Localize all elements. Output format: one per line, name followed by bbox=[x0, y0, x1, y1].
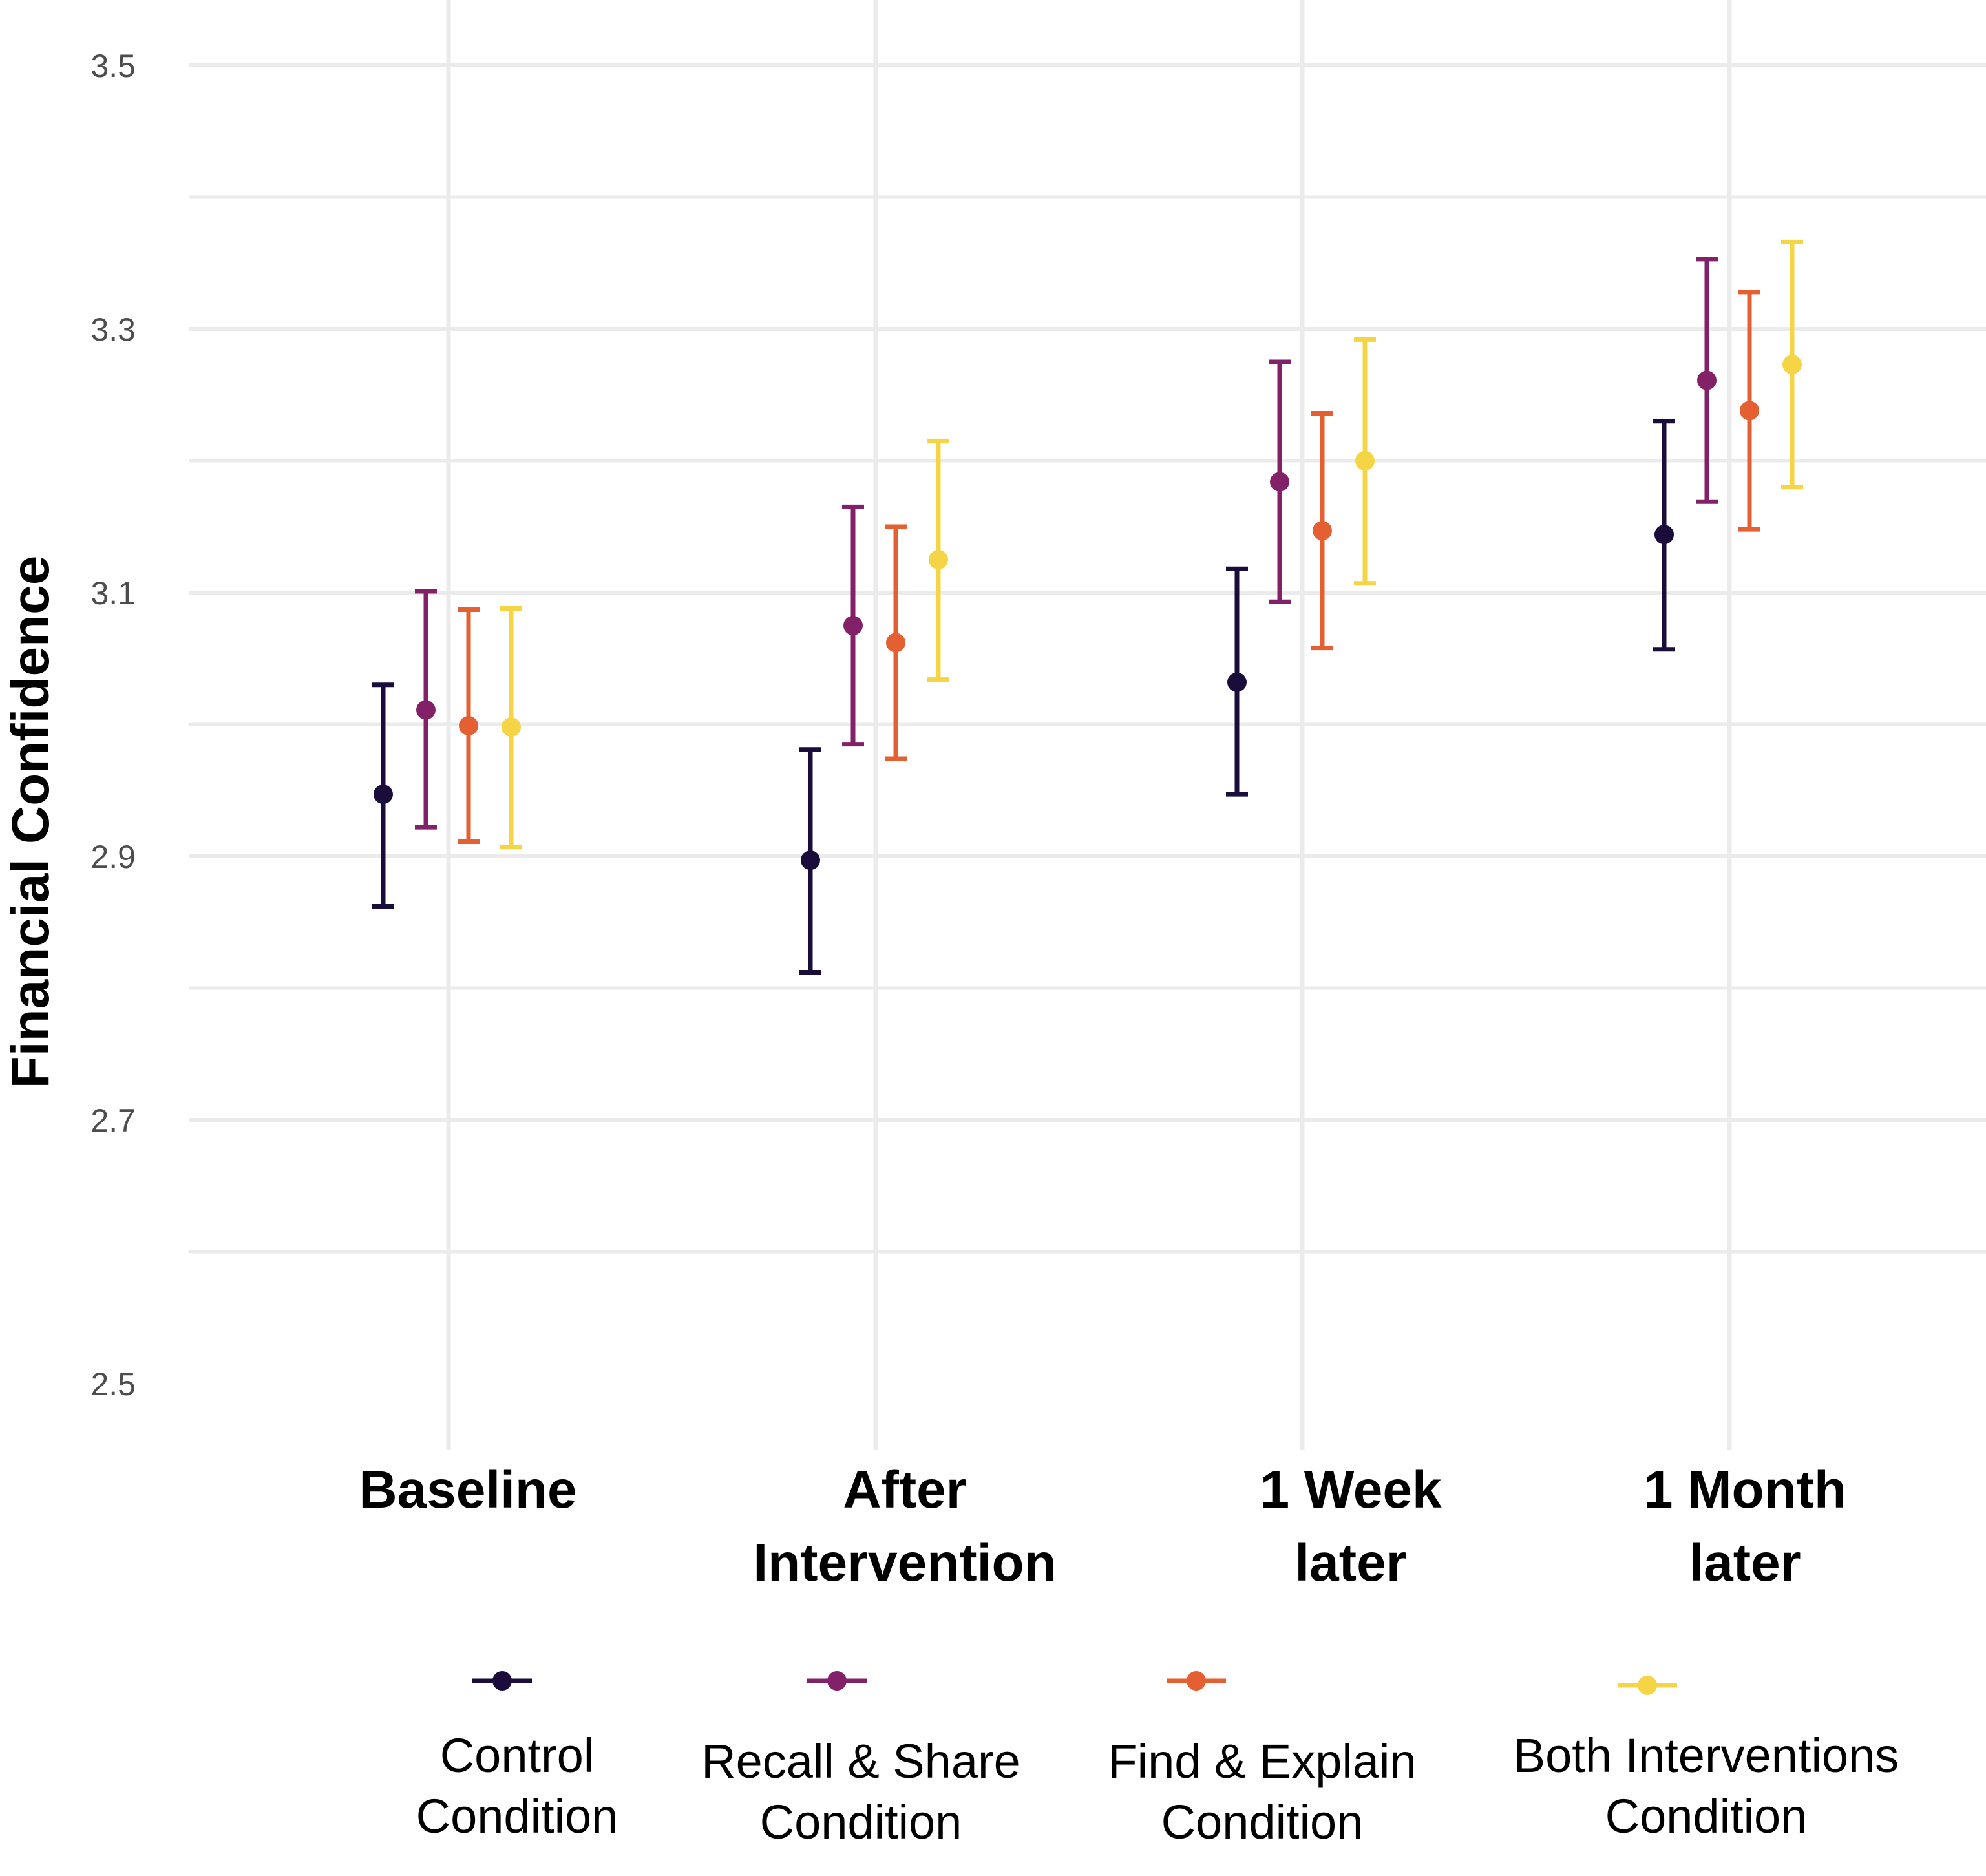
legend-item-0: Control Condition bbox=[416, 1671, 618, 1843]
legend-item-1: Recall & Share Condition bbox=[701, 1671, 1020, 1849]
data-point bbox=[1355, 451, 1375, 470]
legend-key-point bbox=[827, 1671, 847, 1691]
legend-label: Condition bbox=[1161, 1795, 1364, 1849]
legend-label: Find & Explain bbox=[1108, 1734, 1416, 1788]
y-tick-label: 3.3 bbox=[90, 311, 136, 348]
y-axis: 2.5 2.7 2.9 3.1 3.3 3.5 bbox=[90, 48, 136, 1402]
y-tick-label: 2.7 bbox=[90, 1102, 136, 1139]
legend-key-point bbox=[1187, 1671, 1206, 1691]
x-tick-label: 1 Week later bbox=[1260, 1460, 1442, 1592]
series-0 bbox=[372, 419, 1675, 975]
y-tick-label: 2.9 bbox=[90, 839, 136, 875]
legend-label: Both Interventions bbox=[1514, 1729, 1899, 1782]
data-point bbox=[1313, 521, 1332, 541]
series-3 bbox=[500, 239, 1803, 850]
series-1 bbox=[415, 257, 1718, 830]
data-point bbox=[1697, 370, 1717, 390]
data-point bbox=[886, 633, 905, 653]
legend-label: Condition bbox=[760, 1795, 962, 1849]
legend-item-2: Find & Explain Condition bbox=[1108, 1671, 1417, 1849]
legend-label: Recall & Share bbox=[701, 1734, 1020, 1788]
x-tick-label: Baseline bbox=[359, 1460, 576, 1519]
y-tick-label: 3.5 bbox=[90, 48, 136, 84]
data-point bbox=[843, 616, 863, 635]
data-point bbox=[1270, 472, 1289, 492]
grid-lines bbox=[189, 0, 1986, 1450]
data-point bbox=[1740, 401, 1759, 421]
data-point bbox=[502, 717, 521, 737]
y-tick-label: 2.5 bbox=[90, 1366, 136, 1402]
data-point bbox=[459, 716, 478, 736]
x-tick-label: After Intervention bbox=[753, 1460, 1056, 1592]
data-point bbox=[1782, 355, 1802, 375]
data-point bbox=[1227, 672, 1247, 692]
legend-item-3: Both Interventions Condition bbox=[1514, 1676, 1899, 1843]
data-point bbox=[1654, 525, 1674, 545]
y-tick-label: 3.1 bbox=[90, 575, 136, 611]
data-point bbox=[374, 785, 393, 805]
data-point bbox=[416, 700, 436, 720]
legend-key-point bbox=[1638, 1676, 1657, 1695]
legend-label: Control bbox=[440, 1729, 595, 1782]
x-tick-label: 1 Month later bbox=[1643, 1460, 1846, 1592]
data-point bbox=[929, 550, 948, 569]
series-2 bbox=[458, 290, 1760, 845]
data-point bbox=[801, 850, 820, 870]
plot-series bbox=[372, 239, 1803, 975]
y-axis-label: Financial Confidence bbox=[1, 556, 60, 1089]
legend-label: Condition bbox=[416, 1789, 618, 1843]
legend-label: Condition bbox=[1605, 1789, 1808, 1843]
legend-key-point bbox=[492, 1671, 512, 1691]
x-axis: Baseline After Intervention 1 Week later 1 Mo… bbox=[359, 1460, 1846, 1592]
